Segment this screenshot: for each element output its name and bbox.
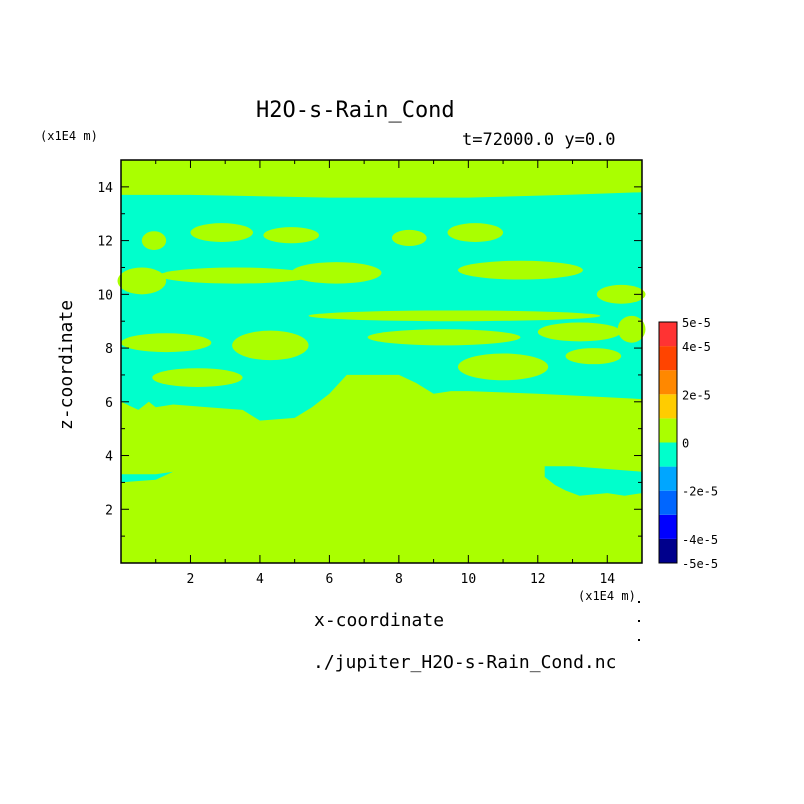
colorbar-label: -4e-5	[682, 533, 718, 547]
colorbar-band-5	[659, 418, 677, 443]
x-tick-label: 4	[256, 572, 264, 587]
colorbar-band-6	[659, 394, 677, 419]
y-tick-label: 8	[105, 342, 113, 357]
plot-frame	[120, 159, 643, 564]
colorbar-frame	[658, 321, 678, 564]
contour-island-6	[159, 267, 313, 284]
x-tick-label: 12	[530, 572, 546, 587]
colorbar-band-9	[659, 322, 677, 347]
colorbar-label: -5e-5	[682, 557, 718, 571]
contour-island-12	[232, 330, 309, 361]
x-axis-label: x-coordinate	[314, 610, 445, 631]
colorbar-band-2	[659, 490, 677, 515]
colorbar-label: 5e-5	[682, 316, 711, 330]
contour-island-0	[141, 231, 167, 251]
y-tick-label: 12	[97, 235, 113, 250]
marker-dot	[638, 620, 640, 622]
colorbar-band-7	[659, 370, 677, 395]
contour-island-17	[457, 353, 549, 381]
contour-island-11	[121, 333, 212, 353]
colorbar-label: 2e-5	[682, 388, 711, 402]
colorbar-label: 4e-5	[682, 340, 711, 354]
contour-island-9	[596, 284, 646, 304]
contour-island-5	[117, 267, 167, 295]
marker-dot	[638, 639, 640, 641]
contour-island-13	[367, 329, 521, 346]
colorbar-band-0	[659, 538, 677, 563]
colorbar-band-3	[659, 466, 677, 491]
colorbar-band-4	[659, 442, 677, 467]
chart-subtitle: t=72000.0 y=0.0	[462, 130, 616, 150]
y-tick-label: 2	[105, 503, 113, 518]
colorbar-band-1	[659, 514, 677, 539]
contour-island-10	[308, 310, 601, 322]
y-tick-label: 6	[105, 396, 113, 411]
y-tick-label: 10	[97, 288, 113, 303]
colorbar-band-8	[659, 346, 677, 371]
contour-island-1	[190, 223, 253, 242]
contour-island-15	[617, 315, 646, 343]
source-filename: ./jupiter_H2O-s-Rain_Cond.nc	[313, 652, 617, 673]
chart-title: H2O-s-Rain_Cond	[256, 98, 455, 123]
contour-region-1	[121, 471, 174, 483]
colorbar-label: 0	[682, 437, 689, 451]
contour-island-7	[291, 262, 382, 284]
x-tick-label: 14	[599, 572, 615, 587]
contour-island-18	[565, 348, 622, 365]
marker-dot	[638, 601, 640, 603]
x-tick-label: 8	[395, 572, 403, 587]
x-tick-label: 2	[187, 572, 195, 587]
x-tick-label: 10	[461, 572, 477, 587]
contour-island-3	[391, 229, 427, 246]
y-axis-unit: (x1E4 m)	[40, 129, 98, 143]
x-tick-label: 6	[325, 572, 333, 587]
contour-region-2	[544, 466, 642, 496]
contour-island-2	[263, 227, 319, 244]
contour-island-16	[152, 368, 243, 388]
colorbar-label: -2e-5	[682, 485, 718, 499]
y-tick-label: 4	[105, 450, 113, 465]
contour-island-8	[457, 260, 583, 280]
x-axis-unit: (x1E4 m)	[578, 589, 636, 603]
contour-island-14	[537, 322, 622, 342]
y-tick-label: 14	[97, 181, 113, 196]
contour-island-4	[447, 223, 504, 242]
